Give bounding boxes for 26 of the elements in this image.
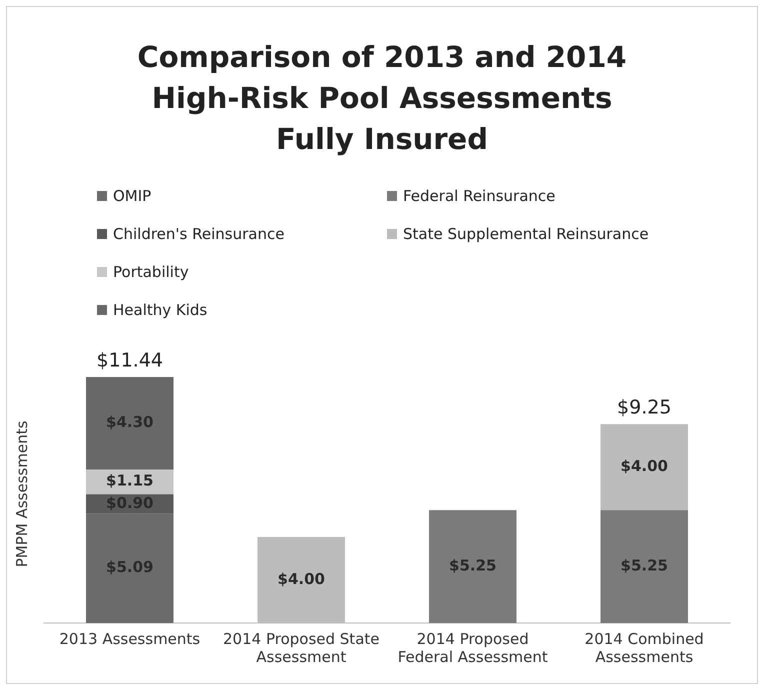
bar: [429, 510, 516, 623]
total-label: $9.25: [617, 396, 672, 419]
data-label: $5.25: [449, 556, 496, 574]
y-axis-title: PMPM Assessments: [12, 420, 31, 568]
bar: [86, 514, 174, 623]
bar: [600, 510, 688, 623]
total-label: $11.44: [96, 349, 163, 372]
data-label: $4.00: [620, 457, 668, 476]
legend-label: Portability: [113, 263, 189, 281]
legend-label: OMIP: [113, 187, 152, 205]
bar: [86, 377, 174, 470]
legend-label: Healthy Kids: [113, 301, 208, 319]
chart-title: Comparison of 2013 and 2014 High-Risk Pool Assessments Fully Insured: [136, 39, 628, 158]
x-tick-label: 2014 Combined Assessments: [584, 630, 704, 666]
bar: [600, 424, 688, 510]
data-label: $1.15: [106, 472, 154, 490]
legend-label: Federal Reinsurance: [403, 187, 556, 205]
legend-label: State Supplemental Reinsurance: [403, 225, 649, 243]
data-label: $5.09: [106, 558, 154, 576]
x-tick-label: 2014 Proposed State Assessment: [223, 630, 380, 666]
x-tick-label: 2013 Assessments: [59, 630, 200, 648]
data-label: $4.00: [278, 570, 325, 588]
data-label: $4.30: [106, 413, 154, 432]
legend-label: Children's Reinsurance: [113, 225, 284, 243]
data-label: $5.25: [620, 556, 668, 574]
x-tick-label: 2014 Proposed Federal Assessment: [398, 630, 548, 666]
